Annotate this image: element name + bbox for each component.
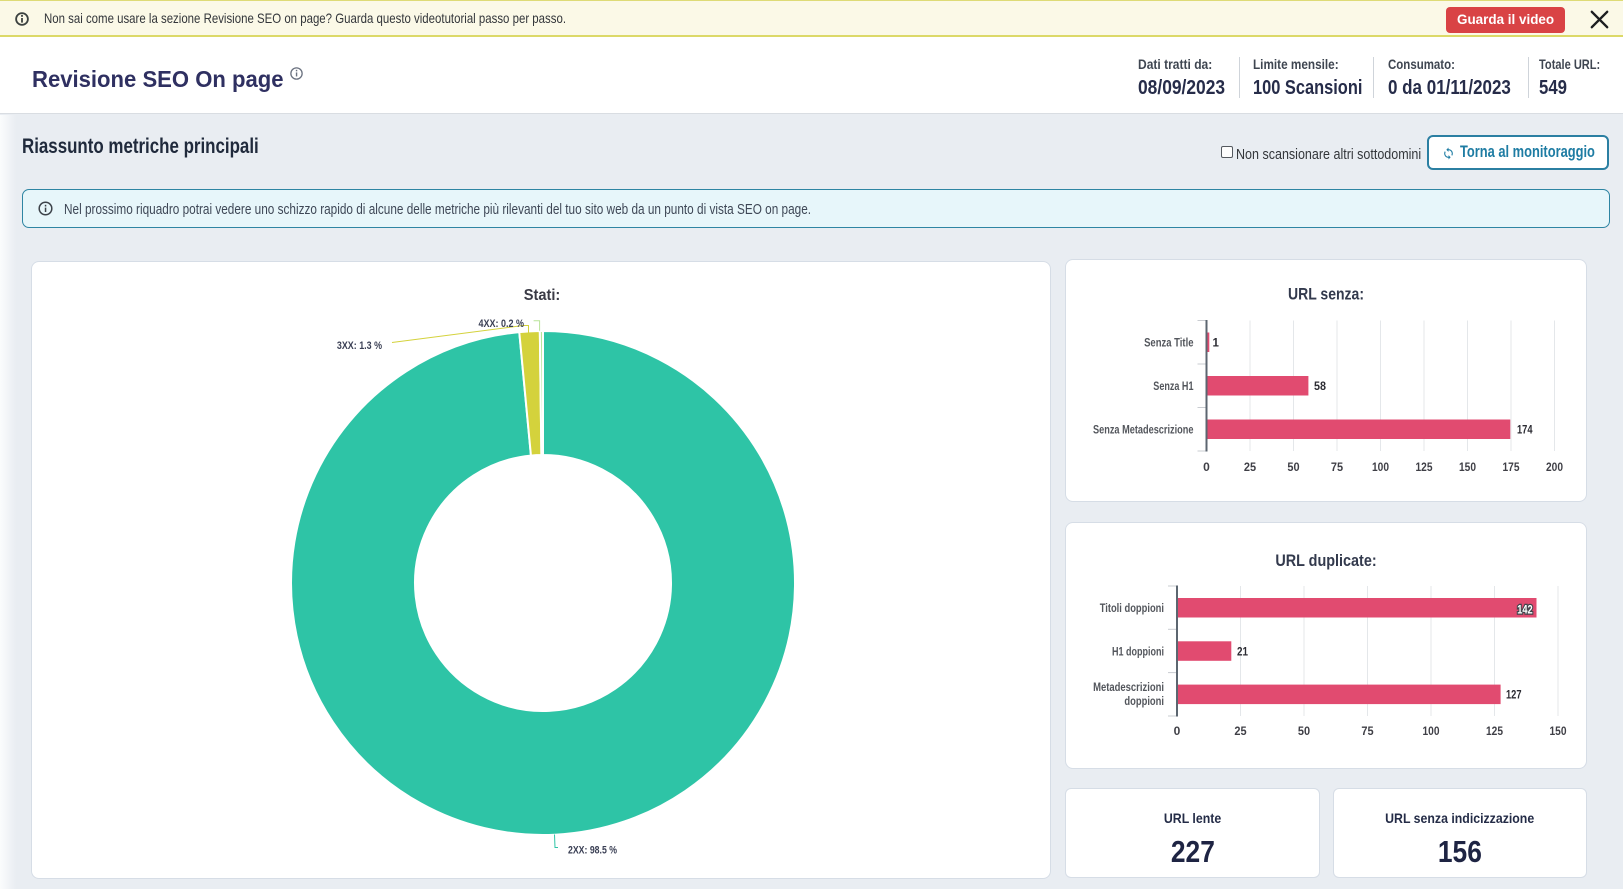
svg-text:Senza H1: Senza H1	[1153, 381, 1194, 393]
svg-text:150: 150	[1550, 724, 1567, 738]
svg-text:H1 doppioni: H1 doppioni	[1112, 646, 1164, 658]
svg-text:Stati:: Stati:	[524, 287, 561, 304]
svg-text:21: 21	[1237, 646, 1249, 658]
svg-text:URL duplicate:: URL duplicate:	[1275, 552, 1376, 570]
svg-text:100: 100	[1372, 460, 1389, 474]
svg-text:0: 0	[1203, 460, 1210, 474]
svg-text:125: 125	[1416, 460, 1433, 474]
svg-text:125: 125	[1486, 724, 1503, 738]
svg-text:Senza Title: Senza Title	[1144, 338, 1193, 350]
svg-text:58: 58	[1314, 381, 1327, 393]
svg-text:Senza Metadescrizione: Senza Metadescrizione	[1093, 425, 1194, 437]
svg-text:150: 150	[1459, 460, 1476, 474]
svg-text:Metadescrizioni: Metadescrizioni	[1093, 682, 1164, 694]
svg-text:Titoli doppioni: Titoli doppioni	[1100, 603, 1164, 615]
svg-text:URL senza:: URL senza:	[1288, 286, 1364, 304]
svg-text:100: 100	[1423, 724, 1440, 738]
svg-text:1: 1	[1213, 338, 1220, 350]
svg-text:127: 127	[1506, 689, 1522, 701]
svg-text:50: 50	[1287, 460, 1299, 474]
svg-text:75: 75	[1361, 724, 1373, 738]
svg-text:25: 25	[1234, 724, 1246, 738]
svg-text:3XX: 1.3 %: 3XX: 1.3 %	[337, 340, 382, 352]
svg-text:50: 50	[1298, 724, 1310, 738]
svg-text:doppioni: doppioni	[1124, 696, 1164, 708]
svg-text:75: 75	[1331, 460, 1343, 474]
svg-text:4XX: 0.2 %: 4XX: 0.2 %	[479, 318, 525, 330]
svg-text:25: 25	[1244, 460, 1256, 474]
svg-text:174: 174	[1517, 425, 1533, 437]
svg-text:2XX: 98.5 %: 2XX: 98.5 %	[568, 845, 617, 857]
svg-text:0: 0	[1174, 724, 1181, 738]
svg-text:142: 142	[1517, 604, 1533, 616]
svg-text:200: 200	[1546, 460, 1563, 474]
svg-text:175: 175	[1503, 460, 1520, 474]
